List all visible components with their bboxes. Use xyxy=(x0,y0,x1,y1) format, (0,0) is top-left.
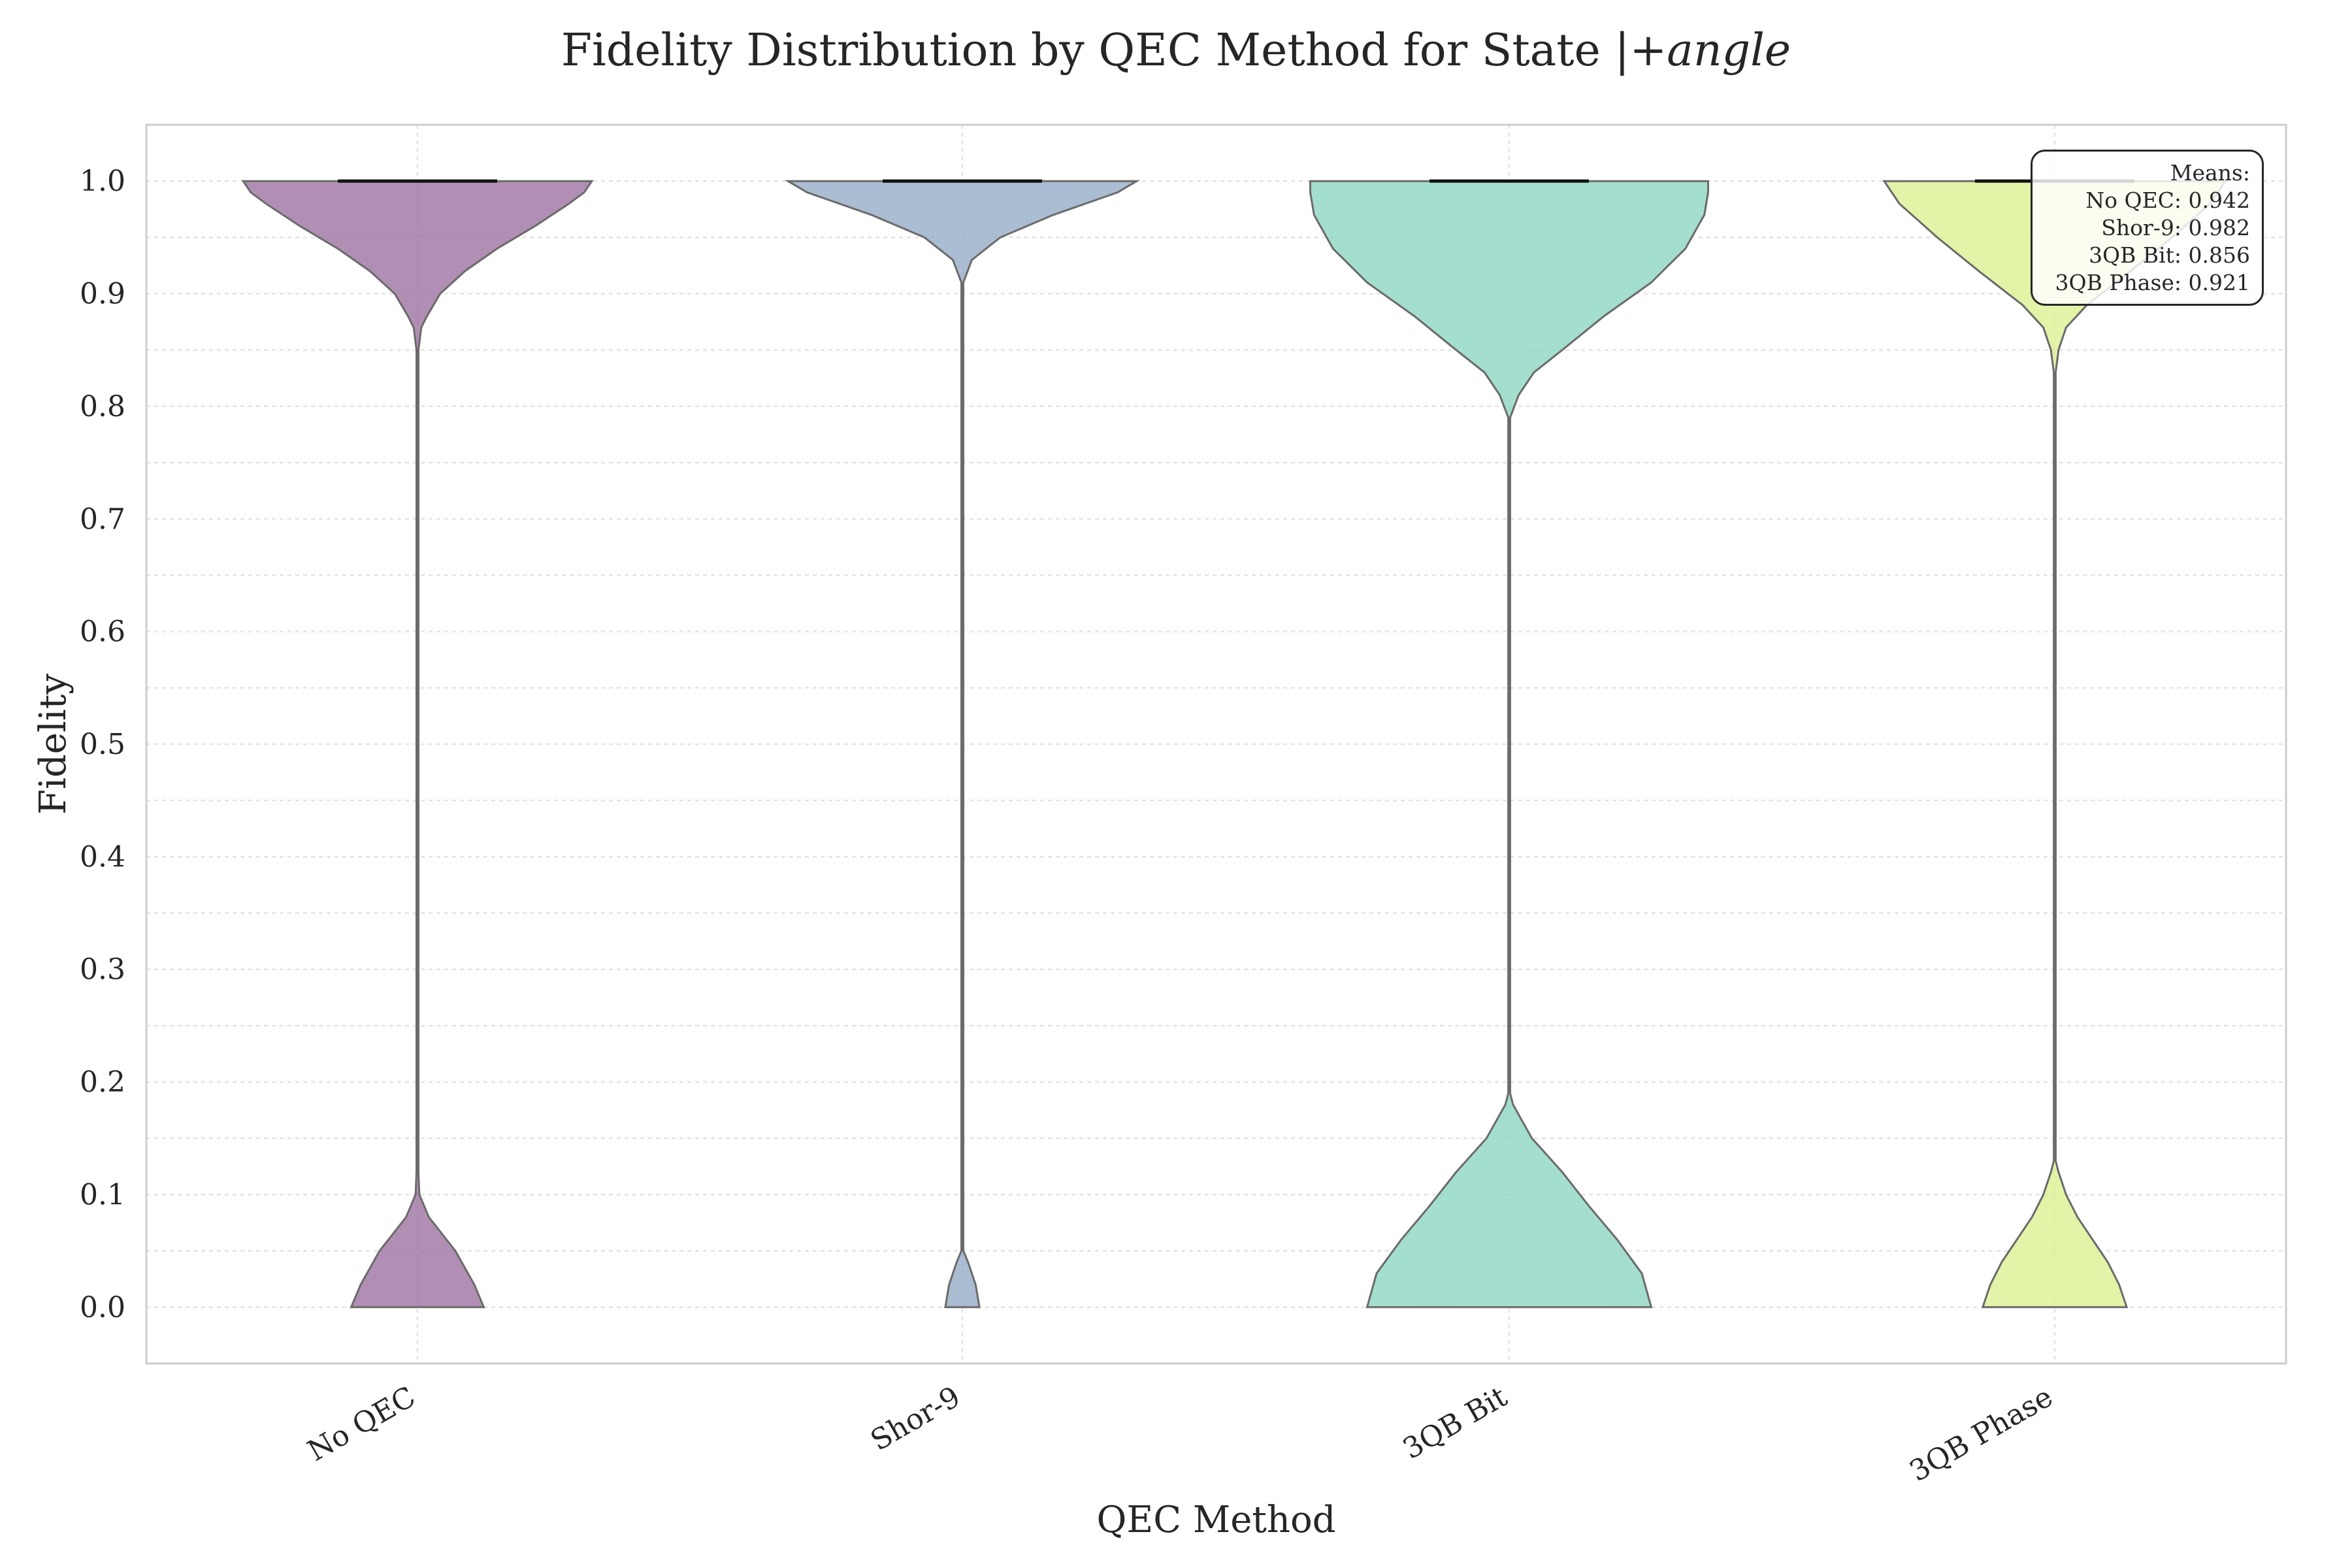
y-axis-label: Fidelity xyxy=(32,674,74,815)
plot-frame xyxy=(145,123,2287,1365)
grid xyxy=(146,125,2286,1364)
means-heading: Means: xyxy=(2170,160,2250,186)
x-axis-label: QEC Method xyxy=(1096,1499,1335,1541)
y-tick-label: 0.4 xyxy=(80,840,125,874)
y-tick-label: 0.1 xyxy=(80,1178,125,1211)
y-tick-label: 0.3 xyxy=(80,953,125,987)
violin-no-qec xyxy=(241,180,594,1309)
means-3qb-phase: 3QB Phase: 0.921 xyxy=(2055,270,2250,295)
y-tick-label: 0.9 xyxy=(80,278,125,311)
x-tick-label: 3QB Phase xyxy=(1904,1380,2058,1488)
y-tick-label: 0.2 xyxy=(80,1066,125,1099)
chart-title: Fidelity Distribution by QEC Method for … xyxy=(0,25,2352,76)
x-tick-label: 3QB Bit xyxy=(1397,1380,1513,1466)
means-no-qec: No QEC: 0.942 xyxy=(2085,188,2250,213)
violin-3qb-bit xyxy=(1309,180,1709,1309)
chart-title-italic: angle xyxy=(1667,25,1791,76)
y-tick-label: 0.7 xyxy=(80,502,125,536)
chart-title-main: Fidelity Distribution by QEC Method for … xyxy=(561,25,1667,76)
x-tick-label: No QEC xyxy=(302,1380,421,1468)
y-tick-label: 0.0 xyxy=(80,1291,125,1324)
violin-3qb-phase xyxy=(1882,180,2227,1309)
means-annotation: Means: No QEC: 0.942 Shor-9: 0.982 3QB B… xyxy=(2031,150,2264,306)
means-3qb-bit: 3QB Bit: 0.856 xyxy=(2089,242,2250,268)
y-tick-label: 0.5 xyxy=(80,728,125,761)
violin-shor-9 xyxy=(784,180,1141,1309)
y-tick-label: 1.0 xyxy=(80,165,125,198)
y-tick-label: 0.6 xyxy=(80,615,125,649)
means-shor-9: Shor-9: 0.982 xyxy=(2101,215,2250,240)
y-tick-label: 0.8 xyxy=(80,390,125,423)
x-tick-label: Shor-9 xyxy=(865,1380,966,1458)
